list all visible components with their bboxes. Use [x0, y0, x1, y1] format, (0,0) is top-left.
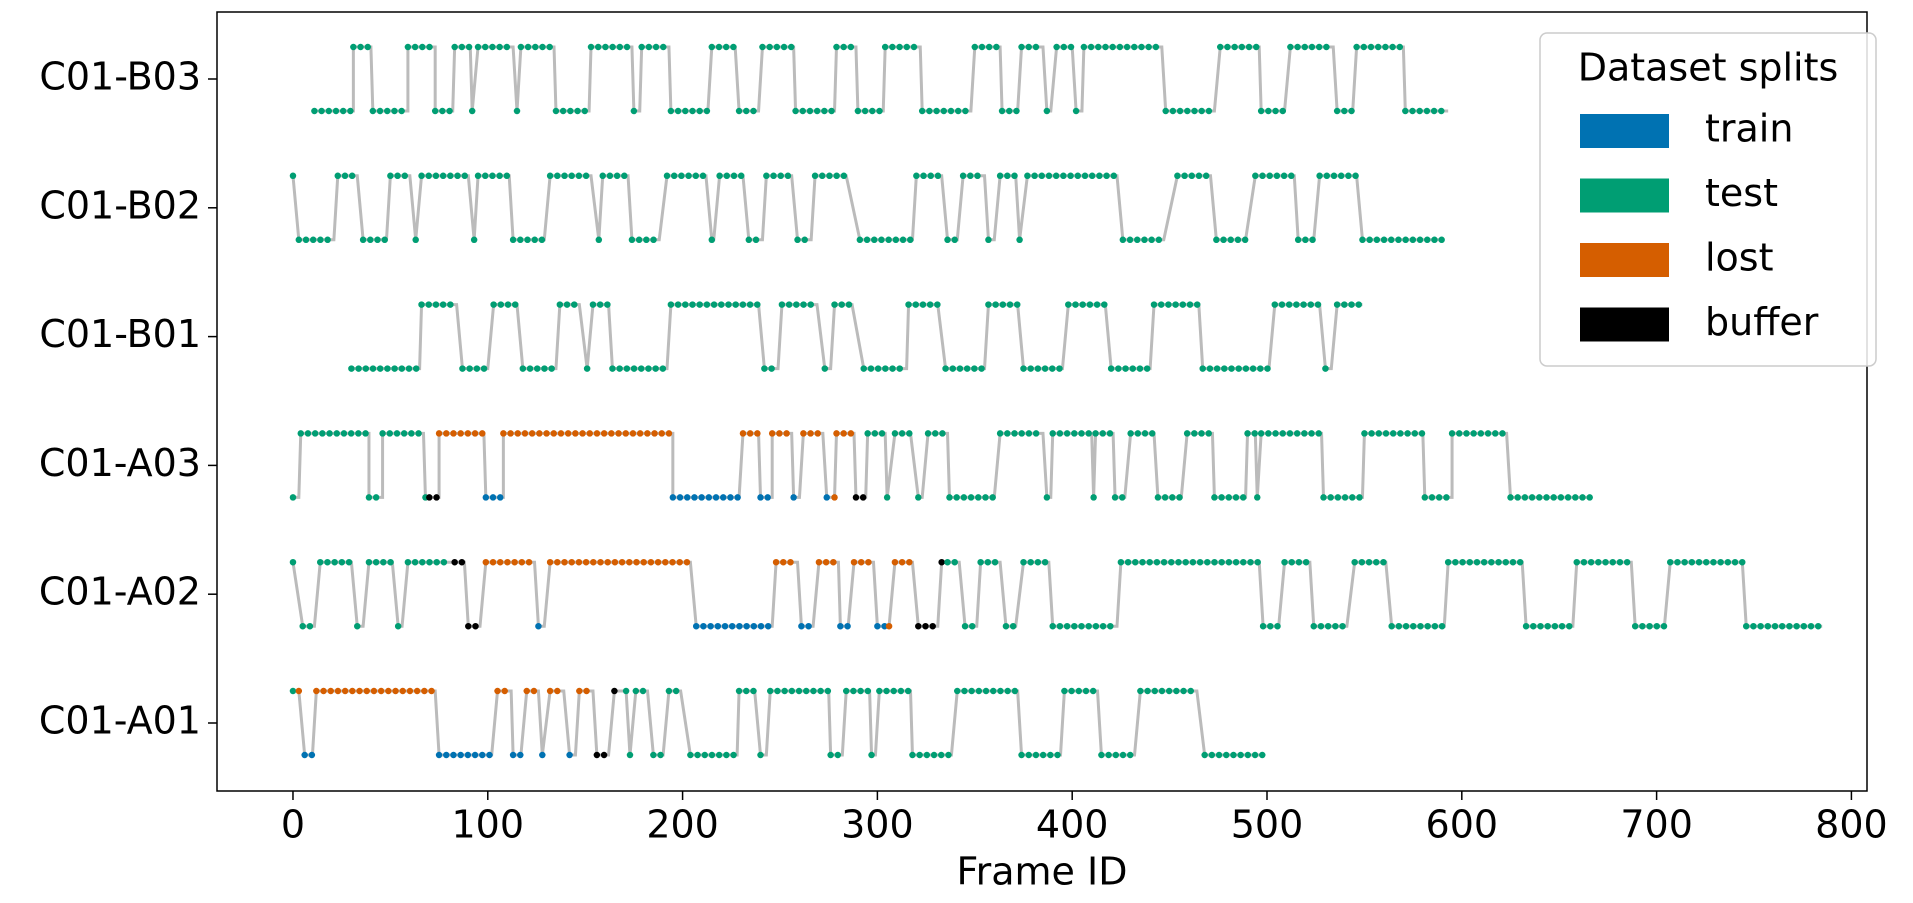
y-tick-label: C01-B02	[39, 183, 201, 227]
legend-label: train	[1705, 107, 1793, 151]
track-line	[351, 303, 1363, 371]
legend-label: lost	[1705, 236, 1774, 280]
y-tick-label: C01-A01	[39, 699, 201, 743]
track-line	[314, 45, 1449, 113]
x-tick-label: 500	[1231, 803, 1304, 847]
track-line	[292, 689, 1264, 757]
plot-frame	[216, 11, 1868, 792]
legend-swatch	[1580, 243, 1669, 277]
x-tick-label: 0	[281, 803, 305, 847]
legend-swatch	[1580, 307, 1669, 342]
y-tick-label: C01-B01	[39, 312, 201, 356]
x-tick-label: 700	[1620, 803, 1693, 847]
x-tick-label: 800	[1815, 803, 1888, 847]
track-line	[292, 431, 1591, 499]
track-line	[291, 174, 1445, 242]
legend-label: buffer	[1705, 300, 1819, 344]
legend-title: Dataset splits	[1578, 46, 1839, 90]
y-tick-label: C01-B03	[39, 55, 201, 99]
x-axis-label: Frame ID	[957, 850, 1128, 894]
x-tick-label: 600	[1426, 803, 1499, 847]
x-tick-label: 400	[1036, 803, 1109, 847]
y-tick-label: C01-A02	[39, 570, 201, 614]
legend-swatch	[1580, 114, 1669, 148]
y-tick-label: C01-A03	[39, 441, 201, 485]
track-line	[291, 560, 1823, 628]
x-tick-label: 200	[646, 803, 719, 847]
legend-label: test	[1705, 171, 1778, 215]
x-tick-label: 100	[452, 803, 525, 847]
x-tick-label: 300	[841, 803, 914, 847]
legend-swatch	[1580, 178, 1669, 213]
